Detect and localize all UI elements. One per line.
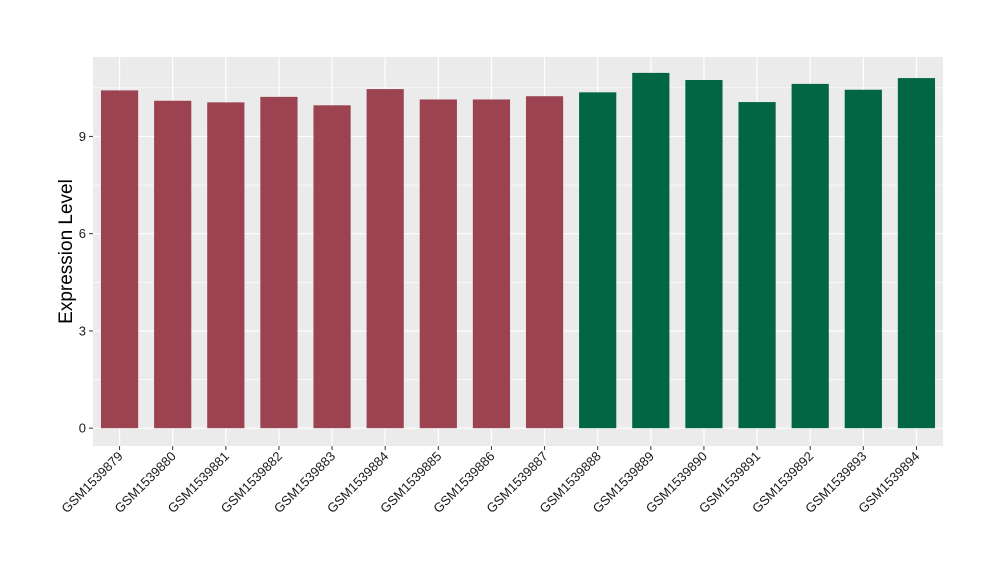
y-axis-title: Expression Level [56, 179, 77, 324]
bar [207, 102, 245, 429]
bar [738, 102, 776, 429]
bar [313, 105, 351, 429]
bar [366, 89, 404, 429]
bars [100, 72, 936, 429]
bar [685, 80, 723, 429]
bar [100, 90, 139, 429]
bar [579, 92, 617, 429]
y-tick-label: 6 [79, 226, 86, 241]
y-tick-label: 9 [79, 129, 86, 144]
bar [260, 96, 298, 429]
bar [472, 99, 511, 429]
bar [844, 89, 882, 429]
bar [154, 100, 192, 429]
bar [897, 78, 936, 429]
bar [419, 99, 457, 429]
bar [525, 96, 564, 429]
y-axis: 0 3 6 9 [79, 129, 93, 436]
y-tick-label: 3 [79, 323, 86, 338]
bar [791, 83, 829, 429]
x-axis: GSM1539879GSM1539880GSM1539881GSM1539882… [58, 446, 923, 516]
y-tick-label: 0 [79, 421, 86, 436]
bar [632, 72, 670, 429]
